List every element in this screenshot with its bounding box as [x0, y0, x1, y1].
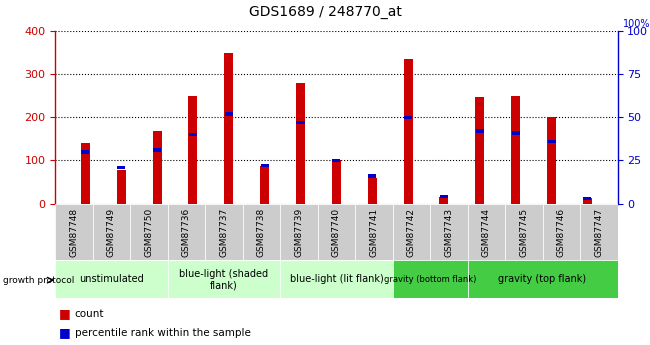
Text: GSM87750: GSM87750 — [144, 208, 153, 257]
Bar — [580, 204, 617, 260]
Text: GSM87736: GSM87736 — [182, 208, 191, 257]
Text: ■: ■ — [58, 326, 70, 339]
Bar — [440, 195, 448, 198]
Bar — [583, 198, 592, 204]
Bar — [467, 204, 505, 260]
Bar — [512, 96, 520, 204]
Bar — [168, 204, 205, 260]
Bar — [205, 204, 242, 260]
Text: 100%: 100% — [623, 19, 650, 29]
Text: growth protocol: growth protocol — [3, 276, 75, 285]
Bar — [280, 204, 318, 260]
Bar — [505, 204, 543, 260]
Text: GSM87744: GSM87744 — [482, 208, 491, 257]
Bar — [153, 148, 161, 152]
Bar — [512, 131, 520, 135]
Bar — [404, 59, 413, 204]
Text: GSM87745: GSM87745 — [519, 208, 528, 257]
Bar — [55, 260, 168, 298]
Bar — [296, 121, 305, 124]
Text: GSM87738: GSM87738 — [257, 208, 266, 257]
Bar — [296, 83, 305, 204]
Bar — [332, 160, 341, 204]
Bar — [547, 140, 556, 143]
Bar — [261, 164, 268, 167]
Text: GSM87743: GSM87743 — [445, 208, 453, 257]
Bar — [584, 197, 592, 200]
Text: count: count — [75, 309, 104, 319]
Bar — [393, 204, 430, 260]
Bar — [393, 260, 467, 298]
Bar — [153, 131, 161, 204]
Bar — [355, 204, 393, 260]
Bar — [117, 170, 125, 204]
Bar — [130, 204, 168, 260]
Bar — [543, 204, 580, 260]
Text: blue-light (shaded
flank): blue-light (shaded flank) — [179, 269, 268, 290]
Bar — [547, 117, 556, 204]
Bar — [318, 204, 355, 260]
Text: GSM87747: GSM87747 — [594, 208, 603, 257]
Bar — [225, 112, 233, 116]
Text: gravity (bottom flank): gravity (bottom flank) — [384, 275, 476, 284]
Text: blue-light (lit flank): blue-light (lit flank) — [289, 275, 384, 284]
Bar — [81, 143, 90, 204]
Bar — [188, 96, 198, 204]
Bar — [260, 166, 269, 204]
Bar — [404, 116, 412, 119]
Text: GSM87737: GSM87737 — [220, 208, 228, 257]
Bar — [280, 260, 393, 298]
Text: unstimulated: unstimulated — [79, 275, 144, 284]
Bar — [117, 166, 125, 169]
Text: GSM87746: GSM87746 — [557, 208, 566, 257]
Bar — [439, 197, 448, 204]
Text: GSM87748: GSM87748 — [70, 208, 79, 257]
Bar — [332, 159, 341, 162]
Text: GSM87742: GSM87742 — [407, 208, 416, 257]
Text: GDS1689 / 248770_at: GDS1689 / 248770_at — [248, 5, 402, 19]
Text: ■: ■ — [58, 307, 70, 321]
Bar — [224, 53, 233, 204]
Bar — [475, 97, 484, 204]
Bar — [93, 204, 130, 260]
Bar — [467, 260, 618, 298]
Text: GSM87749: GSM87749 — [107, 208, 116, 257]
Text: GSM87741: GSM87741 — [369, 208, 378, 257]
Text: percentile rank within the sample: percentile rank within the sample — [75, 328, 251, 338]
Bar — [430, 204, 467, 260]
Bar — [242, 204, 280, 260]
Bar — [476, 129, 484, 133]
Text: GSM87740: GSM87740 — [332, 208, 341, 257]
Bar — [189, 133, 197, 136]
Bar — [81, 150, 89, 154]
Bar — [168, 260, 280, 298]
Bar — [55, 204, 93, 260]
Text: gravity (top flank): gravity (top flank) — [499, 275, 586, 284]
Bar — [368, 174, 376, 178]
Text: GSM87739: GSM87739 — [294, 208, 304, 257]
Bar — [368, 178, 377, 204]
